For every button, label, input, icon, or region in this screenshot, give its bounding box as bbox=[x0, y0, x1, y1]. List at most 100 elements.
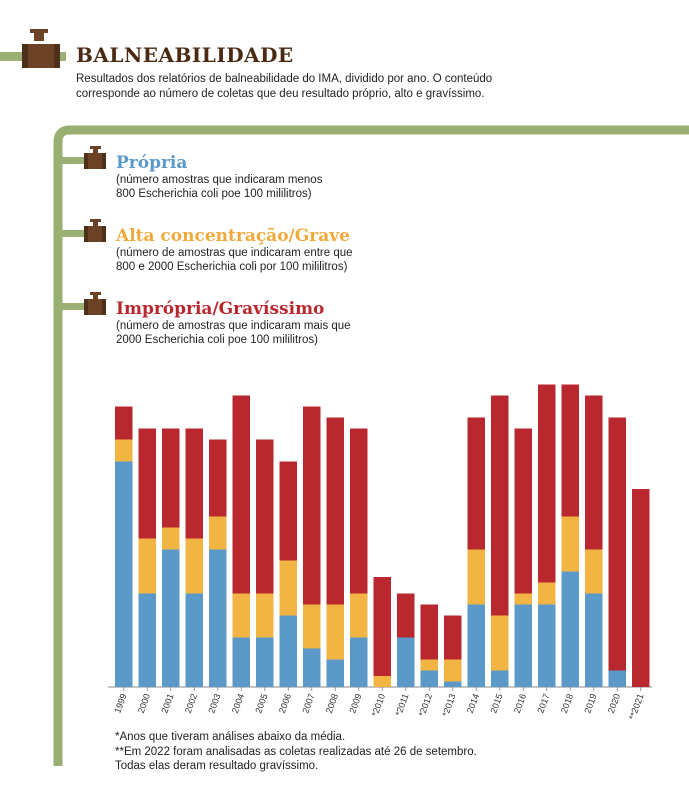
x-tick-label: 1999 bbox=[112, 692, 128, 714]
bar-alta-1999 bbox=[115, 439, 133, 462]
legend-impropria-desc-2: 2000 Escherichia coli poe 100 mililitros… bbox=[116, 334, 318, 346]
bar-impropria-2000 bbox=[138, 428, 156, 539]
legend-alta: Alta concentração/Grave (número de amost… bbox=[116, 226, 353, 274]
bar-alta-2010 bbox=[373, 676, 391, 687]
bar-impropria-2009 bbox=[350, 428, 368, 594]
footnotes: *Anos que tiveram análises abaixo da méd… bbox=[115, 730, 477, 774]
subtitle-line-1: Resultados dos relatórios de balneabilid… bbox=[76, 73, 493, 85]
x-tick-label: *2011 bbox=[393, 692, 410, 717]
bar-alta-2016 bbox=[514, 593, 532, 605]
bar-alta-2019 bbox=[585, 549, 603, 594]
bar-impropria-2010 bbox=[373, 577, 391, 676]
bar-impropria-2018 bbox=[561, 384, 579, 517]
x-tick-label: 2003 bbox=[206, 692, 222, 714]
bar-alta-2014 bbox=[467, 549, 485, 605]
bar-alta-2015 bbox=[491, 615, 509, 671]
bar-alta-2005 bbox=[256, 593, 274, 638]
bar-impropria-2015 bbox=[491, 395, 509, 616]
bar-propria-2004 bbox=[232, 637, 250, 687]
bar-alta-2009 bbox=[350, 593, 368, 638]
x-tick-label: 2007 bbox=[300, 692, 316, 714]
bar-impropria-2020 bbox=[608, 417, 626, 671]
bar-propria-2003 bbox=[209, 549, 227, 687]
bar-propria-2006 bbox=[279, 615, 297, 687]
x-tick-label: *2012 bbox=[417, 692, 434, 718]
bar-impropria-2011 bbox=[397, 593, 415, 638]
bar-propria-2011 bbox=[397, 637, 415, 687]
bar-impropria-2007 bbox=[303, 406, 321, 605]
bar-impropria-2008 bbox=[326, 417, 344, 605]
x-tick-label: 2016 bbox=[512, 692, 528, 714]
bar-impropria-2002 bbox=[185, 428, 203, 539]
legend-impropria: Imprópria/Gravíssimo (número de amostras… bbox=[116, 299, 351, 347]
bar-propria-2000 bbox=[138, 593, 156, 687]
bar-impropria-2021 bbox=[632, 489, 650, 687]
page-title: BALNEABILIDADE bbox=[76, 43, 294, 67]
bar-propria-2019 bbox=[585, 593, 603, 687]
bar-alta-2000 bbox=[138, 538, 156, 594]
bar-alta-2017 bbox=[538, 582, 556, 605]
x-tick-label: 2006 bbox=[277, 692, 293, 714]
valve-icon-header bbox=[22, 29, 60, 68]
legend-propria-desc-2: 800 Escherichia coli poe 100 mililitros) bbox=[116, 188, 312, 200]
bar-propria-2002 bbox=[185, 593, 203, 687]
legend-alta-desc-2: 800 e 2000 Escherichia coli por 100 mili… bbox=[116, 261, 348, 273]
bar-propria-2005 bbox=[256, 637, 274, 687]
valve-icon-alta bbox=[84, 219, 106, 242]
bar-alta-2013 bbox=[444, 659, 462, 682]
x-tick-label: 2005 bbox=[253, 692, 269, 714]
x-tick-label: 2019 bbox=[582, 692, 598, 714]
bar-propria-2016 bbox=[514, 604, 532, 687]
legend-propria-title: Própria bbox=[116, 153, 188, 173]
legend-alta-desc-1: (número de amostras que indicaram entre … bbox=[116, 247, 353, 259]
x-tick-label: **2021 bbox=[627, 692, 646, 721]
bar-impropria-2016 bbox=[514, 428, 532, 594]
x-tick-label: 2018 bbox=[559, 692, 575, 714]
bar-propria-2013 bbox=[444, 681, 462, 687]
x-tick-label: 2020 bbox=[606, 692, 622, 714]
footnote-1: *Anos que tiveram análises abaixo da méd… bbox=[115, 731, 346, 743]
x-tick-label: 2001 bbox=[159, 692, 175, 714]
legend-alta-title: Alta concentração/Grave bbox=[116, 226, 350, 246]
x-tick-label: 2002 bbox=[183, 692, 199, 714]
bar-propria-2007 bbox=[303, 648, 321, 687]
bar-impropria-2019 bbox=[585, 395, 603, 550]
bar-propria-2017 bbox=[538, 604, 556, 687]
x-tick-label: *2013 bbox=[440, 692, 457, 718]
bar-propria-2015 bbox=[491, 670, 509, 687]
bar-alta-2002 bbox=[185, 538, 203, 594]
x-tick-label: 2015 bbox=[488, 692, 504, 714]
bar-impropria-1999 bbox=[115, 406, 133, 440]
bar-propria-2009 bbox=[350, 637, 368, 687]
bar-alta-2004 bbox=[232, 593, 250, 638]
bar-alta-2007 bbox=[303, 604, 321, 649]
bar-impropria-2001 bbox=[162, 428, 180, 528]
bar-alta-2012 bbox=[420, 659, 438, 671]
bar-impropria-2006 bbox=[279, 461, 297, 561]
footnote-3: Todas elas deram resultado gravíssimo. bbox=[115, 760, 319, 772]
bar-propria-2018 bbox=[561, 571, 579, 687]
legend-propria: Própria (número amostras que indicaram m… bbox=[116, 153, 322, 201]
bar-propria-2001 bbox=[162, 549, 180, 687]
page-subtitle: Resultados dos relatórios de balneabilid… bbox=[76, 72, 616, 102]
x-tick-label: 2009 bbox=[347, 692, 363, 714]
bar-propria-2012 bbox=[420, 670, 438, 687]
bar-alta-2003 bbox=[209, 516, 227, 550]
x-tick-label: 2017 bbox=[535, 692, 551, 714]
bar-impropria-2013 bbox=[444, 615, 462, 660]
bar-alta-2018 bbox=[561, 516, 579, 572]
bar-impropria-2017 bbox=[538, 384, 556, 583]
bar-impropria-2004 bbox=[232, 395, 250, 594]
legend-impropria-desc-1: (número de amostras que indicaram mais q… bbox=[116, 320, 351, 332]
valve-icon-impropria bbox=[84, 292, 106, 315]
valve-icon-propria bbox=[84, 146, 106, 169]
x-tick-label: *2010 bbox=[370, 692, 387, 718]
bar-impropria-2014 bbox=[467, 417, 485, 550]
bar-propria-2014 bbox=[467, 604, 485, 687]
bar-impropria-2012 bbox=[420, 604, 438, 660]
bar-impropria-2005 bbox=[256, 439, 274, 594]
bar-propria-2008 bbox=[326, 659, 344, 687]
bar-alta-2008 bbox=[326, 604, 344, 660]
